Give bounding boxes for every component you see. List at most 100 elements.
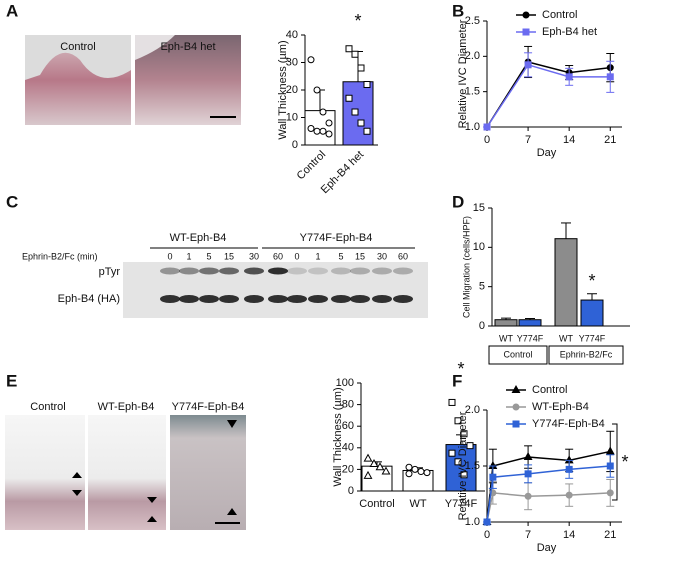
marker [565, 491, 573, 499]
band [160, 267, 180, 275]
marker [511, 384, 521, 393]
x-tick-label: 0 [484, 529, 490, 541]
marker [454, 458, 462, 466]
marker [351, 50, 359, 58]
panel-label: A [6, 1, 18, 20]
band [199, 295, 219, 303]
band [268, 267, 288, 275]
marker [606, 489, 614, 497]
x-tick-label: WT [499, 333, 513, 343]
marker [405, 470, 413, 478]
annotation: * [588, 271, 595, 291]
group-box [488, 345, 548, 365]
blot-row-label: pTyr [99, 266, 121, 278]
marker [460, 471, 468, 479]
marker [307, 125, 315, 132]
y-tick-label: 1.5 [465, 86, 480, 98]
bar [518, 319, 542, 327]
x-axis-label: Day [537, 542, 557, 554]
blot-group: WT-Eph-B4 [170, 232, 227, 244]
time-label: 5 [338, 251, 343, 261]
marker [417, 468, 425, 476]
legend-label: WT-Eph-B4 [532, 401, 589, 413]
marker [405, 463, 413, 471]
x-tick-label: Control [295, 149, 329, 183]
y-axis-label: Wall Thickness (µm) [277, 40, 289, 139]
x-tick-label: 7 [525, 529, 531, 541]
marker [466, 442, 474, 450]
band [372, 267, 392, 275]
marker [606, 462, 614, 470]
marker [512, 420, 520, 428]
marker [483, 518, 491, 526]
legend-label: Control [542, 9, 577, 21]
time-label: 30 [377, 251, 387, 261]
legend-label: Y774F-Eph-B4 [532, 418, 605, 430]
marker [565, 465, 573, 473]
series-line [486, 450, 611, 523]
x-tick-label: 7 [525, 134, 531, 146]
band [199, 267, 219, 275]
y-tick-label: 2.0 [465, 404, 480, 416]
x-tick-label: Y774F [579, 333, 606, 343]
y-tick-label: 0 [292, 139, 298, 151]
marker [448, 449, 456, 457]
y-tick-label: 20 [286, 84, 298, 96]
marker [523, 452, 533, 461]
panel-label: D [452, 192, 464, 211]
band [331, 267, 351, 275]
y-tick-label: 10 [286, 111, 298, 123]
marker [565, 73, 573, 81]
marker [381, 466, 391, 475]
image-label: WT-Eph-B4 [98, 401, 155, 413]
marker [325, 130, 333, 138]
x-tick-label: 21 [604, 134, 616, 146]
marker [524, 492, 532, 500]
band [308, 295, 328, 303]
x-tick-label: 21 [604, 529, 616, 541]
significance-bracket [612, 423, 618, 501]
time-label: 5 [206, 251, 211, 261]
y-tick-label: 80 [342, 399, 354, 411]
y-axis-label: Wall Thickness (µm) [332, 387, 344, 486]
x-tick-label: WT [559, 333, 573, 343]
y-tick-label: 0 [479, 320, 485, 332]
time-label: 15 [224, 251, 234, 261]
band [160, 295, 180, 303]
band [372, 295, 392, 303]
bar [554, 238, 578, 327]
marker [522, 11, 530, 19]
y-axis-label: Cell Migration (cells/HPF) [461, 216, 471, 318]
lumen [135, 35, 175, 60]
group-box [548, 345, 624, 365]
y-tick-label: 30 [286, 56, 298, 68]
band [287, 267, 307, 275]
band [268, 295, 288, 303]
marker [313, 86, 321, 94]
marker [605, 446, 615, 455]
annotation: * [621, 452, 628, 472]
marker [460, 430, 468, 438]
x-tick-label: WT [409, 498, 426, 510]
panel-label: C [6, 192, 18, 211]
y-tick-label: 1.0 [465, 121, 480, 133]
band [393, 267, 413, 275]
band [179, 267, 199, 275]
series-line [486, 61, 611, 128]
x-tick-label: Y774F [445, 498, 478, 510]
image-label: Control [60, 41, 95, 53]
band [393, 295, 413, 303]
marker [448, 398, 456, 406]
blot-group: Y774F-Eph-B4 [300, 232, 373, 244]
marker [489, 473, 497, 481]
image-label: Eph-B4 het [160, 41, 215, 53]
micrograph [88, 415, 166, 530]
marker [319, 127, 327, 135]
y-axis-label: Relative IVC Diameter [457, 19, 469, 128]
y-tick-label: 5 [479, 281, 485, 293]
marker [313, 127, 321, 135]
time-label: 1 [315, 251, 320, 261]
marker [522, 28, 530, 36]
band [331, 295, 351, 303]
